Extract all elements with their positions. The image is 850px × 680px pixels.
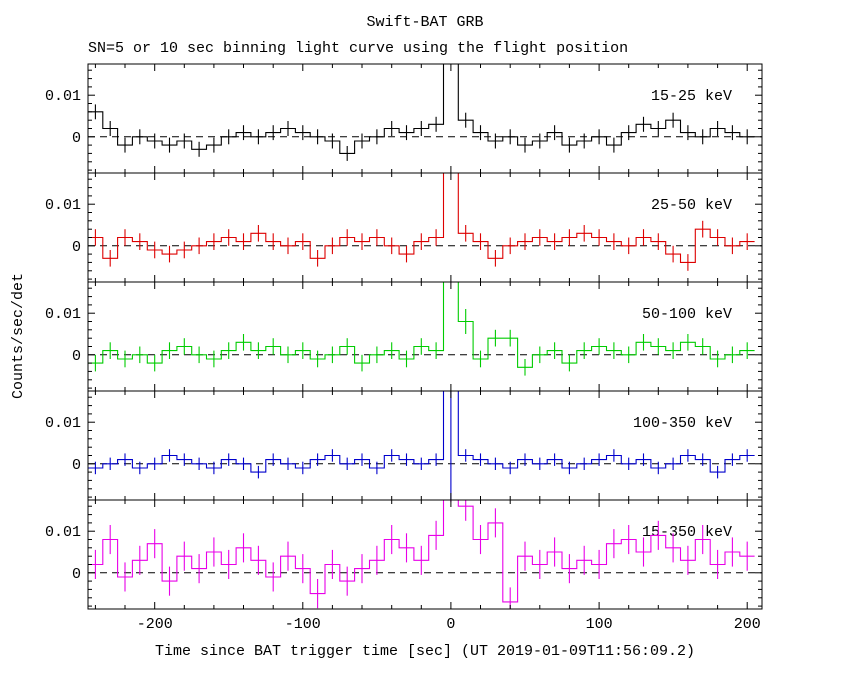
y-tick-label: 0.01 [45, 88, 81, 105]
series-data [88, 282, 755, 376]
chart-title: Swift-BAT GRB [366, 14, 483, 31]
series-data [88, 173, 755, 271]
panel-border [87, 390, 763, 501]
y-tick-label: 0.01 [45, 415, 81, 432]
x-tick-label: 100 [586, 616, 613, 633]
y-axis-label: Counts/sec/det [10, 273, 27, 399]
x-tick-label: -100 [285, 616, 321, 633]
x-tick-label: 200 [734, 616, 761, 633]
y-tick-label: 0 [72, 457, 81, 474]
y-tick-label: 0 [72, 566, 81, 583]
panel-border [87, 172, 763, 283]
panel-border [87, 63, 763, 174]
x-tick-label: 0 [446, 616, 455, 633]
panel-border [87, 281, 763, 392]
y-tick-label: 0 [72, 239, 81, 256]
series-label-25-50-kev: 25-50 keV [651, 197, 732, 214]
y-tick-label: 0.01 [45, 306, 81, 323]
series-label-15-350-kev: 15-350 keV [642, 524, 732, 541]
panel-2: 00.01 [45, 281, 763, 392]
y-tick-label: 0.01 [45, 197, 81, 214]
panel-4: 00.01 [45, 499, 763, 610]
series-label-50-100-kev: 50-100 keV [642, 306, 732, 323]
series-label-15-25-kev: 15-25 keV [651, 88, 732, 105]
x-tick-label: -200 [137, 616, 173, 633]
series-data [88, 64, 755, 161]
y-tick-label: 0 [72, 348, 81, 365]
chart-subtitle: SN=5 or 10 sec binning light curve using… [88, 40, 628, 57]
series-data [88, 500, 755, 609]
step-line [88, 282, 755, 368]
x-axis-label: Time since BAT trigger time [sec] (UT 20… [155, 643, 695, 660]
panel-1: 00.01 [45, 172, 763, 283]
y-tick-label: 0 [72, 130, 81, 147]
series-label-100-350-kev: 100-350 keV [633, 415, 732, 432]
y-tick-label: 0.01 [45, 524, 81, 541]
series-data [88, 391, 755, 500]
panel-border [87, 499, 763, 610]
